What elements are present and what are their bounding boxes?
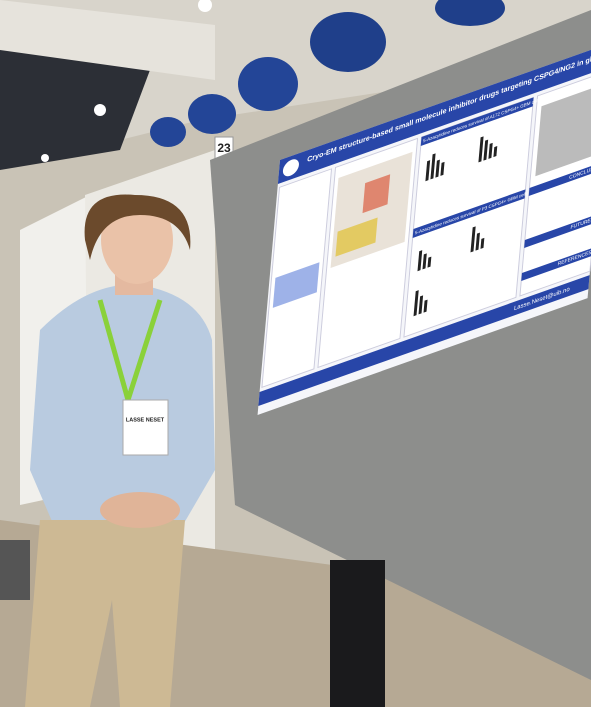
section-header bbox=[521, 248, 591, 281]
figure bbox=[335, 217, 378, 257]
chair bbox=[0, 540, 30, 600]
poster-header bbox=[277, 43, 591, 184]
figure bbox=[362, 174, 391, 214]
bar-figures bbox=[413, 136, 498, 317]
lamp bbox=[238, 57, 298, 111]
lamp bbox=[188, 94, 236, 134]
light bbox=[94, 104, 106, 116]
lamp bbox=[435, 0, 505, 26]
logo bbox=[282, 159, 299, 177]
badge-name: LASSE NESET bbox=[126, 417, 165, 423]
section-header bbox=[412, 189, 526, 239]
poster: Cryo-EM structure-based small molecule i… bbox=[257, 43, 591, 415]
board-number: 23 bbox=[217, 141, 231, 155]
section-header bbox=[528, 163, 591, 196]
trousers bbox=[25, 520, 185, 707]
lamp bbox=[150, 117, 186, 147]
light bbox=[198, 0, 212, 12]
hair bbox=[84, 194, 191, 260]
section-header bbox=[524, 215, 591, 248]
poster-footer bbox=[258, 275, 590, 406]
lamp bbox=[310, 12, 386, 72]
presenter: LASSE NESET bbox=[25, 194, 215, 707]
figure bbox=[272, 262, 320, 308]
badge bbox=[122, 399, 169, 456]
section-header bbox=[420, 97, 534, 147]
person-background bbox=[330, 560, 385, 707]
light bbox=[41, 154, 49, 162]
figure bbox=[535, 84, 591, 177]
hands bbox=[100, 492, 180, 528]
ceiling-beam bbox=[0, 0, 215, 80]
